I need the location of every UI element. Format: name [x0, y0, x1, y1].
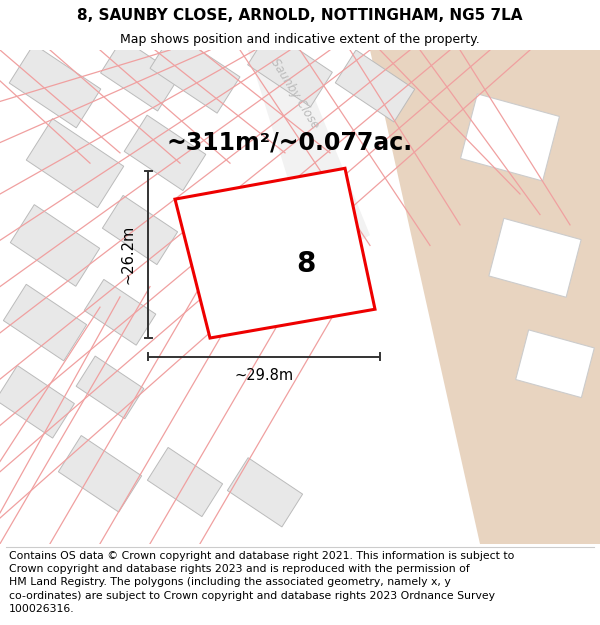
Text: 8, SAUNBY CLOSE, ARNOLD, NOTTINGHAM, NG5 7LA: 8, SAUNBY CLOSE, ARNOLD, NOTTINGHAM, NG5…: [77, 8, 523, 22]
Polygon shape: [58, 436, 142, 512]
Text: ~29.8m: ~29.8m: [235, 368, 293, 382]
Text: Saunby Close: Saunby Close: [268, 56, 322, 131]
Polygon shape: [461, 94, 559, 181]
Polygon shape: [370, 50, 600, 544]
Polygon shape: [489, 218, 581, 298]
Text: ~26.2m: ~26.2m: [121, 225, 136, 284]
Polygon shape: [76, 356, 144, 419]
Polygon shape: [101, 38, 179, 111]
Polygon shape: [248, 30, 332, 107]
Polygon shape: [150, 32, 240, 113]
Text: Contains OS data © Crown copyright and database right 2021. This information is : Contains OS data © Crown copyright and d…: [9, 551, 514, 614]
Polygon shape: [515, 330, 595, 398]
Polygon shape: [227, 458, 302, 527]
Polygon shape: [4, 284, 86, 361]
Polygon shape: [248, 50, 370, 266]
Polygon shape: [84, 279, 156, 345]
Polygon shape: [103, 196, 178, 264]
Polygon shape: [148, 448, 223, 517]
Polygon shape: [124, 115, 206, 191]
Text: Map shows position and indicative extent of the property.: Map shows position and indicative extent…: [120, 32, 480, 46]
Text: 8: 8: [296, 250, 316, 278]
Polygon shape: [175, 168, 375, 338]
Polygon shape: [10, 204, 100, 286]
Polygon shape: [9, 44, 101, 128]
Polygon shape: [0, 366, 74, 438]
Polygon shape: [335, 50, 415, 122]
Polygon shape: [26, 119, 124, 208]
Text: ~311m²/~0.077ac.: ~311m²/~0.077ac.: [167, 131, 413, 154]
